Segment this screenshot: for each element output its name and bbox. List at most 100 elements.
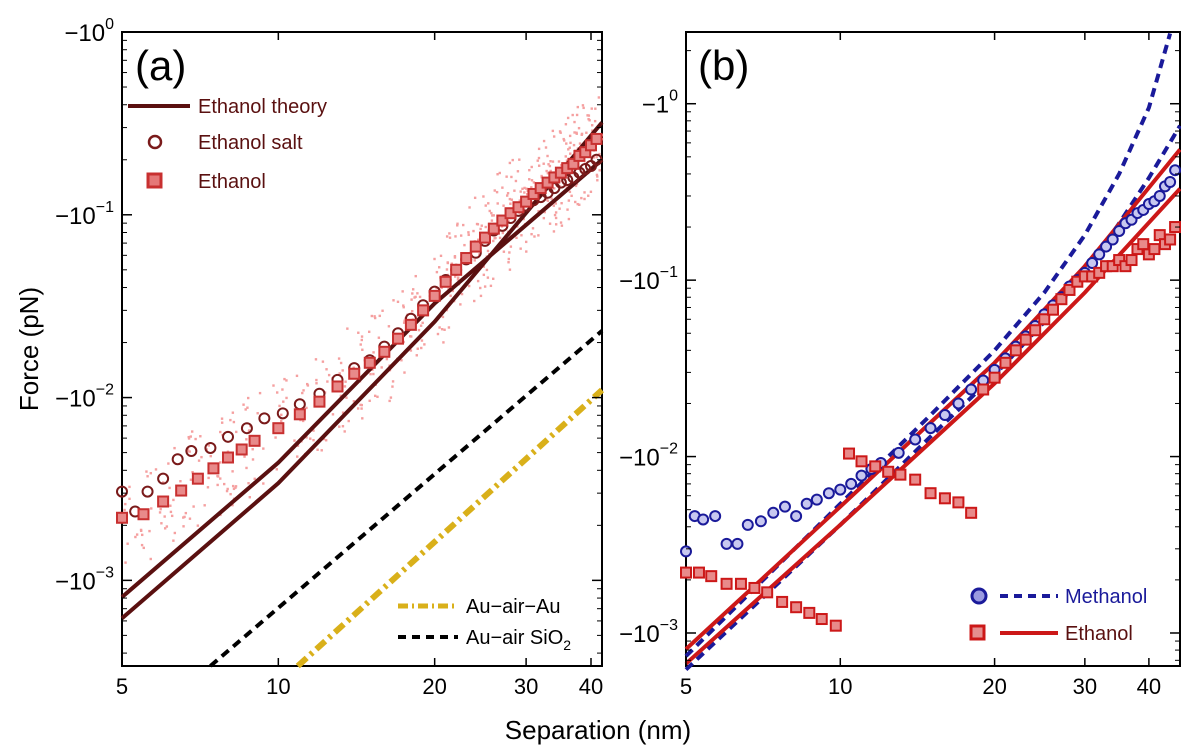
x-tick-label: 10 bbox=[828, 674, 852, 699]
raw-data-point bbox=[508, 197, 512, 201]
raw-data-point bbox=[200, 455, 203, 459]
y-tick-label: −10 bbox=[642, 88, 678, 119]
raw-data-point bbox=[549, 169, 552, 173]
raw-data-point bbox=[347, 419, 350, 423]
data-point bbox=[1055, 293, 1068, 306]
raw-data-point bbox=[324, 439, 328, 442]
data-point bbox=[1063, 283, 1076, 296]
raw-data-point bbox=[528, 168, 531, 172]
data-point bbox=[720, 577, 733, 590]
raw-data-point bbox=[546, 199, 550, 202]
data-point bbox=[439, 275, 452, 288]
data-point bbox=[1153, 189, 1166, 202]
raw-data-point bbox=[575, 182, 579, 186]
legend-ethanol-theory-label: Ethanol theory bbox=[198, 96, 327, 118]
data-point bbox=[1009, 344, 1022, 357]
panel-b-lines bbox=[684, 32, 1181, 672]
raw-data-point bbox=[414, 274, 417, 278]
data-point bbox=[404, 318, 417, 331]
raw-data-point bbox=[572, 143, 576, 147]
raw-data-point bbox=[173, 446, 176, 450]
raw-data-point bbox=[475, 222, 479, 226]
raw-data-point bbox=[467, 284, 471, 288]
raw-data-point bbox=[411, 288, 415, 291]
raw-data-point bbox=[570, 194, 573, 198]
data-point bbox=[1148, 243, 1161, 256]
legend-ethanol-marker bbox=[146, 172, 163, 189]
raw-data-point bbox=[445, 235, 449, 238]
raw-data-point bbox=[339, 394, 343, 398]
raw-data-point bbox=[446, 261, 450, 265]
raw-data-point bbox=[183, 515, 186, 519]
raw-data-point bbox=[124, 502, 127, 506]
raw-data-point bbox=[360, 338, 363, 342]
raw-data-point bbox=[537, 234, 540, 237]
raw-data-point bbox=[482, 195, 485, 198]
raw-data-point bbox=[581, 170, 584, 174]
data-point bbox=[175, 484, 188, 497]
raw-data-point bbox=[569, 152, 572, 155]
data-point bbox=[191, 472, 204, 485]
raw-data-point bbox=[194, 437, 197, 441]
data-point bbox=[157, 472, 170, 485]
raw-data-point bbox=[453, 255, 457, 258]
data-point bbox=[815, 613, 828, 626]
raw-data-point bbox=[123, 508, 126, 512]
raw-data-point bbox=[575, 113, 579, 117]
raw-data-point bbox=[154, 468, 158, 471]
raw-data-point bbox=[306, 382, 309, 386]
raw-data-point bbox=[440, 327, 444, 331]
raw-data-point bbox=[573, 131, 576, 134]
raw-data-point bbox=[552, 230, 556, 233]
raw-data-point bbox=[135, 533, 139, 536]
raw-data-point bbox=[509, 245, 513, 248]
panel-a-label: (a) bbox=[135, 42, 186, 89]
raw-data-point bbox=[372, 351, 375, 354]
data-point bbox=[579, 163, 592, 176]
raw-data-point bbox=[402, 304, 405, 307]
raw-data-point bbox=[530, 232, 533, 236]
raw-data-point bbox=[448, 232, 451, 235]
raw-data-point bbox=[563, 139, 566, 142]
raw-data-point bbox=[219, 477, 222, 480]
data-point bbox=[240, 422, 253, 435]
raw-data-point bbox=[373, 316, 377, 320]
raw-data-point bbox=[548, 222, 552, 225]
data-point bbox=[748, 581, 761, 594]
raw-data-point bbox=[346, 327, 349, 330]
raw-data-point bbox=[167, 462, 170, 465]
y-tick-base: −10 bbox=[64, 20, 105, 47]
legend-au-air-sio2-subscript: 2 bbox=[563, 637, 571, 653]
raw-data-point bbox=[415, 354, 418, 357]
data-point bbox=[822, 487, 835, 500]
raw-data-point bbox=[186, 448, 190, 451]
raw-data-point bbox=[226, 487, 229, 491]
raw-data-point bbox=[492, 214, 495, 217]
data-point bbox=[731, 537, 744, 550]
x-tick-label: 20 bbox=[422, 674, 446, 699]
data-point bbox=[999, 356, 1012, 369]
raw-data-point bbox=[484, 225, 487, 229]
y-tick-label: −100 bbox=[64, 16, 114, 47]
data-point bbox=[204, 441, 217, 454]
raw-data-point bbox=[416, 347, 419, 350]
raw-data-point bbox=[295, 374, 299, 378]
raw-data-point bbox=[188, 517, 192, 520]
raw-data-point bbox=[533, 235, 536, 238]
raw-data-point bbox=[557, 160, 561, 163]
raw-data-point bbox=[280, 419, 283, 423]
raw-data-point bbox=[391, 380, 395, 383]
raw-data-point bbox=[524, 240, 528, 244]
y-tick-exp: 0 bbox=[669, 88, 678, 105]
data-point bbox=[1119, 260, 1132, 273]
raw-data-point bbox=[416, 292, 419, 295]
y-tick-base: −10 bbox=[55, 386, 96, 413]
y-tick-exp: −3 bbox=[660, 617, 678, 634]
data-point bbox=[478, 231, 491, 244]
raw-data-point bbox=[559, 221, 563, 224]
raw-data-point bbox=[160, 522, 163, 525]
raw-data-point bbox=[547, 163, 550, 166]
raw-data-point bbox=[596, 179, 599, 182]
raw-data-point bbox=[443, 328, 446, 331]
raw-data-point bbox=[494, 236, 497, 240]
